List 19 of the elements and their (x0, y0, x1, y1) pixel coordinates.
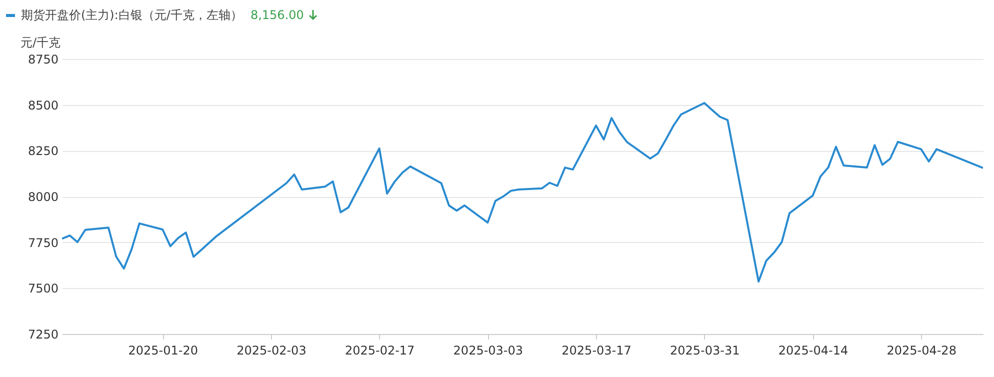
text: 8,156.00 (250, 8, 304, 22)
x-tick-label: 2025-03-17 (562, 344, 632, 358)
y-axis-title: 元/千克 (20, 36, 61, 50)
line-series (62, 102, 983, 283)
x-tick-label: 2025-04-28 (886, 344, 956, 358)
x-tick-label: 2025-02-03 (236, 344, 306, 358)
y-tick-label: 7500 (28, 282, 58, 296)
y-tick-label: 8000 (28, 190, 58, 204)
y-tick-label: 8750 (28, 52, 58, 66)
x-tick-label: 2025-03-03 (453, 344, 524, 358)
legend-label: 期货开盘价(主力):白银（元/千克，左轴） (21, 6, 242, 24)
x-tick-label: 2025-02-17 (344, 344, 415, 358)
x-tick-label: 2025-03-31 (670, 344, 740, 358)
x-tick-label: 2025-01-20 (128, 344, 198, 358)
y-tick-label: 8250 (28, 144, 58, 158)
y-tick-label: 7250 (28, 328, 58, 342)
y-tick-label: 7750 (28, 236, 58, 250)
y-tick-label: 8500 (28, 98, 58, 112)
x-tick-label: 2025-04-14 (778, 344, 848, 358)
